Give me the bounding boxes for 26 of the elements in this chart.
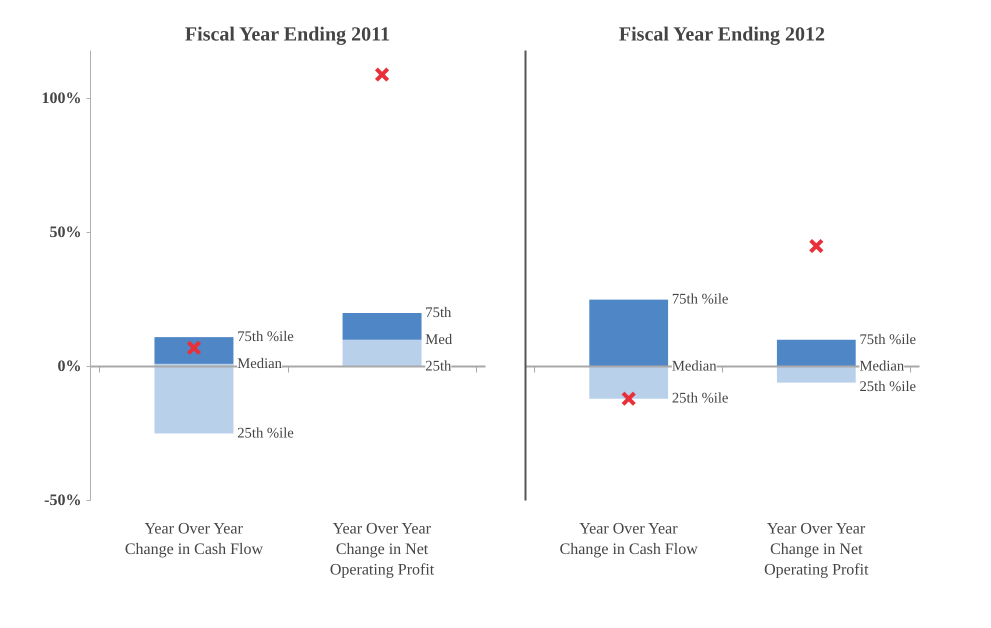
y-tick-label: 100%	[42, 90, 82, 108]
chart-title: Fiscal Year Ending 2012	[618, 24, 826, 46]
annotation: Median	[237, 356, 283, 372]
bar	[342, 340, 422, 367]
annotation: Median	[672, 358, 718, 375]
bar	[154, 364, 234, 434]
annotation: Median	[859, 358, 905, 375]
annotation: 25th %ile	[859, 378, 916, 395]
annotation: 25th %ile	[672, 390, 728, 407]
x-tick-label: Year Over Year Change in Cash Flow	[560, 520, 698, 558]
annotation: 75th %ile	[859, 332, 916, 348]
annotation: 75th	[425, 305, 452, 321]
annotation: 25th %ile	[237, 426, 294, 442]
bar	[342, 313, 422, 340]
y-tick-label: 0%	[58, 358, 82, 376]
x-tick-label: Year Over Year Change in Net Operating Profit	[330, 520, 435, 578]
annotation: 75th %ile	[237, 329, 294, 346]
x-tick-label: Year Over Year Change in Net Operating Profit	[764, 520, 870, 578]
y-tick-label: 50%	[50, 224, 82, 242]
y-tick-label: -50%	[44, 492, 82, 509]
chart-title: Fiscal Year Ending 2011	[184, 24, 390, 46]
annotation: 75th %ile	[672, 292, 728, 308]
bar	[154, 337, 234, 364]
annotation: 25th	[425, 358, 452, 375]
annotation: Med	[425, 332, 453, 348]
x-tick-label: Year Over Year Change in Cash Flow	[124, 520, 264, 558]
